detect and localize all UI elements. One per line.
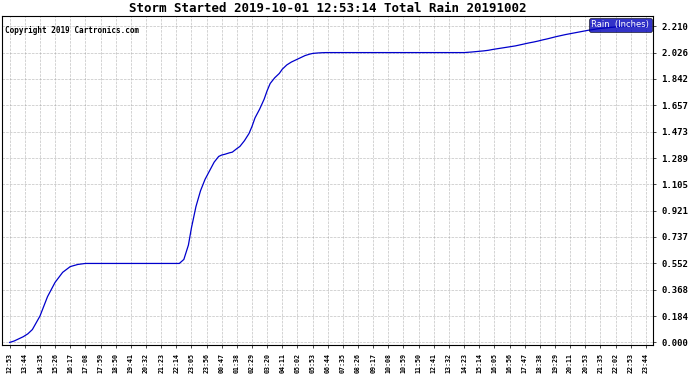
Legend: Rain  (Inches): Rain (Inches) xyxy=(589,18,652,32)
Text: Copyright 2019 Cartronics.com: Copyright 2019 Cartronics.com xyxy=(6,26,139,35)
Title: Storm Started 2019-10-01 12:53:14 Total Rain 20191002: Storm Started 2019-10-01 12:53:14 Total … xyxy=(129,2,526,15)
